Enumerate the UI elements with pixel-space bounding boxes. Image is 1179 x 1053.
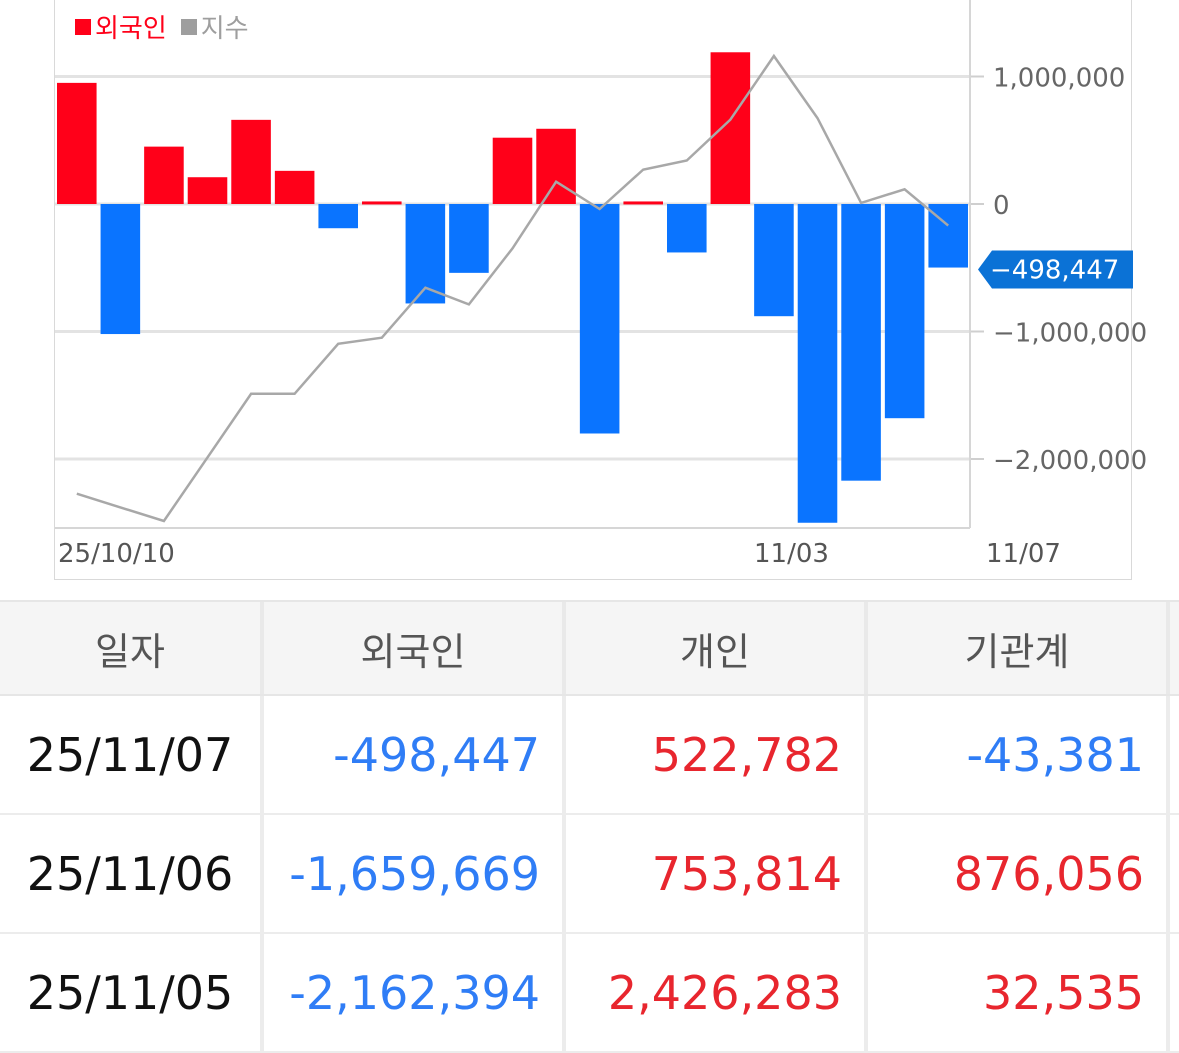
chart-legend: 외국인 지수 (75, 8, 249, 45)
y-tick-label: 0 (993, 191, 1010, 221)
foreign-flow-chart: 1,000,000 0 −1,000,000 −2,000,000 25/10/10 11… (55, 0, 1147, 569)
header-date[interactable]: 일자 (0, 602, 264, 694)
legend-swatch-foreign (75, 18, 91, 35)
bar (187, 177, 228, 204)
cell-date: 25/11/05 (0, 934, 264, 1051)
investor-flow-table: 일자 외국인 개인 기관계 25/11/07 -498,447 522,782 … (0, 600, 1179, 1053)
table-row[interactable]: 25/11/06 -1,659,669 753,814 876,056 (0, 815, 1179, 934)
index-line (76, 53, 949, 523)
legend-item-index: 지수 (180, 8, 249, 45)
cell-foreign: -2,162,394 (264, 934, 566, 1051)
bar (754, 204, 794, 317)
bar (579, 204, 620, 434)
x-tick-label: 11/03 (754, 539, 829, 569)
y-tick-label: −2,000,000 (993, 446, 1147, 476)
cell-foreign: -1,659,669 (264, 815, 566, 932)
table-header-row: 일자 외국인 개인 기관계 (0, 600, 1179, 696)
cell-individual: 753,814 (566, 815, 868, 932)
bar (231, 119, 271, 204)
bar (57, 82, 97, 204)
legend-swatch-index (180, 18, 197, 35)
header-overflow (1170, 602, 1179, 694)
legend-label-foreign: 외국인 (95, 14, 167, 44)
cell-individual: 522,782 (566, 696, 868, 813)
cell-institution: 32,535 (868, 934, 1170, 1051)
bar (667, 204, 707, 253)
cell-individual: 2,426,283 (566, 934, 868, 1051)
header-institution[interactable]: 기관계 (868, 602, 1170, 694)
cell-overflow (1170, 696, 1179, 813)
header-individual[interactable]: 개인 (566, 602, 868, 694)
bar (492, 137, 533, 204)
current-value-tag (978, 250, 1133, 289)
bar (797, 204, 838, 523)
bar (536, 128, 576, 204)
legend-label-index: 지수 (200, 14, 249, 44)
x-tick-label: 25/10/10 (58, 539, 175, 569)
bar (274, 170, 315, 204)
table-row[interactable]: 25/11/05 -2,162,394 2,426,283 32,535 (0, 934, 1179, 1053)
y-tick-label: 1,000,000 (993, 64, 1125, 94)
table-row[interactable]: 25/11/07 -498,447 522,782 -43,381 (0, 696, 1179, 815)
bar (100, 204, 141, 335)
cell-institution: 876,056 (868, 815, 1170, 932)
cell-foreign: -498,447 (264, 696, 566, 813)
bar (362, 201, 402, 205)
cell-institution: -43,381 (868, 696, 1170, 813)
bar (841, 204, 881, 481)
bar (623, 201, 663, 205)
bar (449, 204, 489, 273)
cell-overflow (1170, 934, 1179, 1051)
cell-date: 25/11/07 (0, 696, 264, 813)
bar (318, 204, 358, 229)
y-tick-label: −1,000,000 (993, 319, 1147, 349)
bar (710, 52, 751, 205)
bar (884, 204, 925, 419)
cell-date: 25/11/06 (0, 815, 264, 932)
legend-item-foreign: 외국인 (75, 8, 167, 45)
current-value-label: −498,447 (990, 256, 1119, 286)
cell-overflow (1170, 815, 1179, 932)
bar (144, 146, 184, 204)
header-foreign[interactable]: 외국인 (264, 602, 566, 694)
x-tick-label: 11/07 (986, 539, 1061, 569)
